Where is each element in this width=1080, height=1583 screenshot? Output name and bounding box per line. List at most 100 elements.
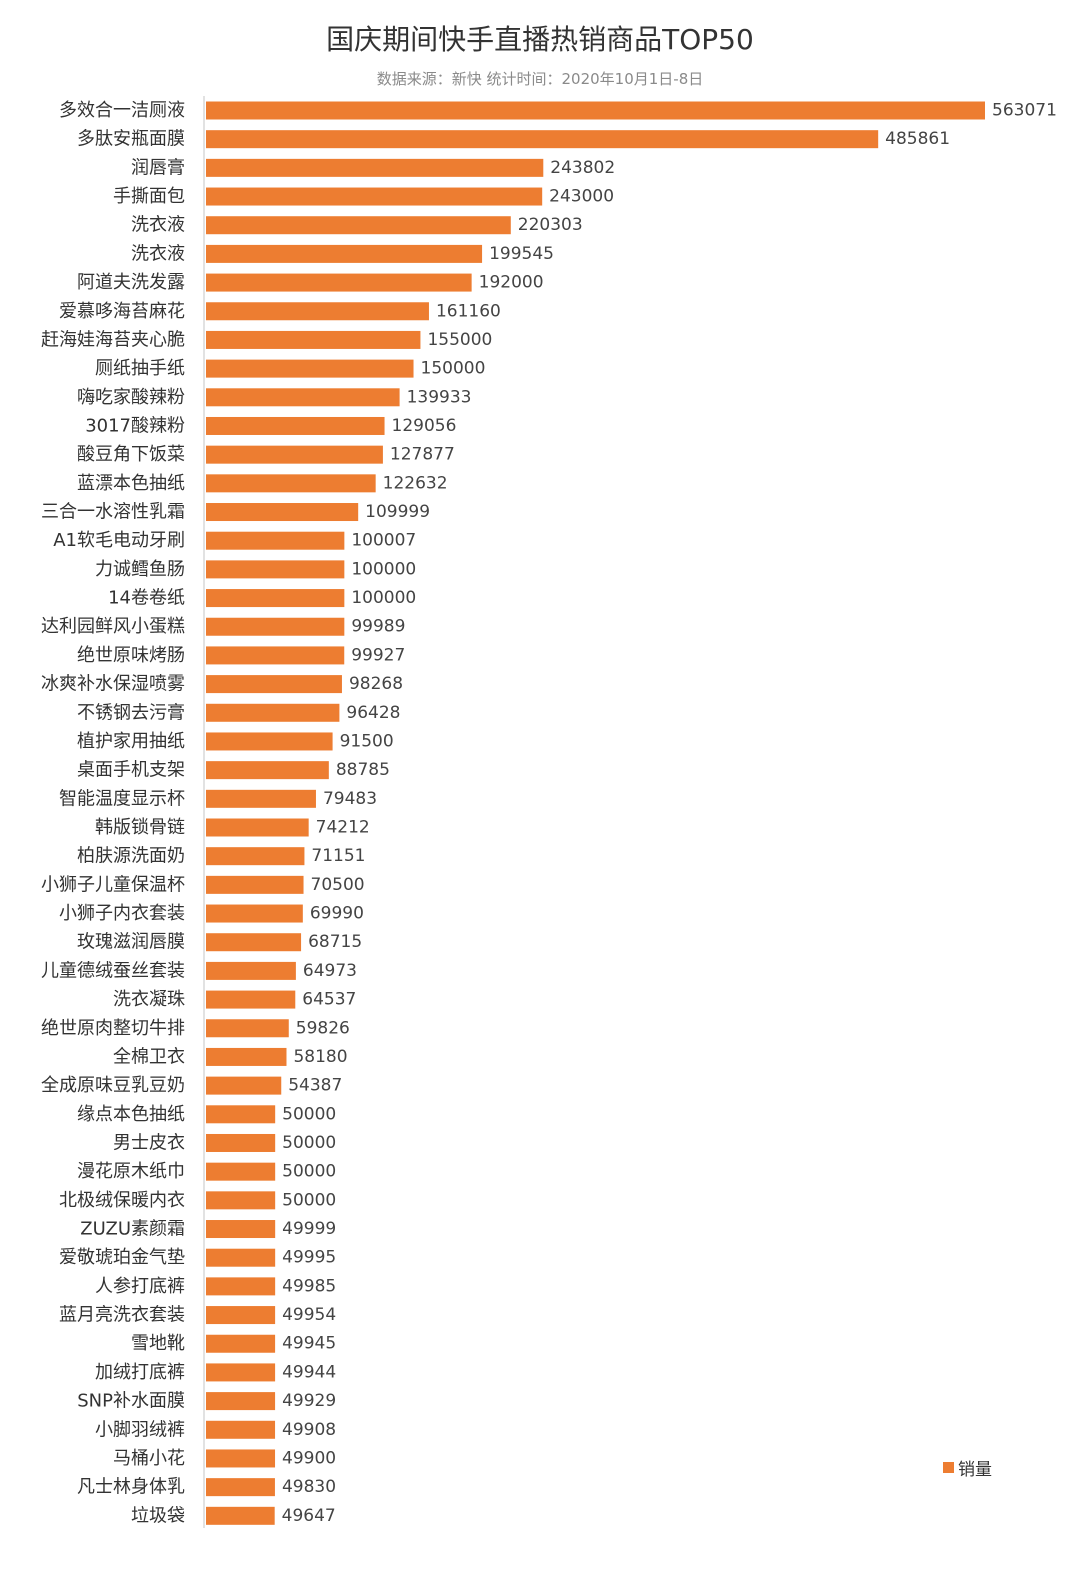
data-label: 485861	[885, 129, 950, 149]
category-label: 蓝月亮洗衣套装	[59, 1305, 185, 1326]
data-label: 91500	[340, 731, 394, 751]
data-label: 99989	[351, 617, 405, 637]
data-label: 98268	[349, 674, 403, 694]
data-label: 88785	[336, 760, 390, 780]
category-label: 韩版锁骨链	[95, 817, 185, 838]
bar	[206, 130, 879, 149]
category-label: 凡士林身体乳	[77, 1477, 185, 1498]
category-label: 儿童德绒蚕丝套装	[41, 960, 185, 981]
bar	[206, 1047, 287, 1066]
legend-label: 销量	[958, 1459, 992, 1480]
data-label: 64973	[303, 961, 357, 981]
bar	[206, 474, 376, 493]
bar	[206, 359, 414, 378]
bar	[206, 531, 345, 550]
category-label: 爱敬琥珀金气垫	[59, 1247, 185, 1268]
bar	[206, 904, 303, 923]
category-label: 智能温度显示杯	[59, 788, 185, 809]
bar	[206, 1392, 276, 1411]
bar	[206, 703, 340, 722]
category-label: 洗衣凝珠	[113, 989, 185, 1010]
bar	[206, 416, 385, 435]
data-label: 50000	[282, 1162, 336, 1182]
bar	[206, 101, 985, 120]
category-label: 14卷卷纸	[108, 588, 185, 609]
category-label: 马桶小花	[113, 1448, 185, 1469]
bar	[206, 503, 359, 522]
bar	[206, 1277, 276, 1296]
chart-subtitle: 数据来源：新快 统计时间：2020年10月1日-8日	[376, 70, 704, 88]
data-label: 199545	[489, 244, 554, 264]
category-label: 润唇膏	[131, 156, 185, 178]
data-label: 99927	[351, 645, 405, 665]
data-label: 129056	[392, 416, 457, 436]
bar	[206, 1133, 276, 1152]
category-label: 达利园鲜风小蛋糕	[41, 616, 185, 637]
data-label: 49908	[282, 1420, 336, 1440]
category-label: 冰爽补水保湿喷雾	[41, 674, 185, 695]
bar	[206, 1191, 276, 1210]
data-label: 49944	[282, 1362, 336, 1382]
category-label: 多效合一洁厕液	[59, 100, 185, 121]
data-label: 127877	[390, 445, 455, 465]
category-label: 赶海娃海苔夹心脆	[41, 329, 185, 350]
category-label: 爱慕哆海苔麻花	[59, 301, 185, 322]
category-label: 柏肤源洗面奶	[77, 846, 185, 867]
bar	[206, 158, 544, 177]
category-label: 加绒打底裤	[95, 1362, 185, 1383]
category-label: 阿道夫洗发露	[77, 272, 185, 293]
data-label: 59826	[296, 1018, 350, 1038]
category-label: 漫花原木纸巾	[77, 1161, 185, 1182]
data-label: 49985	[282, 1276, 336, 1296]
bar	[206, 933, 302, 952]
bar	[206, 330, 421, 349]
category-label: 多肽安瓶面膜	[77, 129, 185, 150]
data-label: 68715	[308, 932, 362, 952]
category-label: 力诚鳕鱼肠	[95, 559, 185, 580]
data-label: 50000	[282, 1133, 336, 1153]
bar	[206, 1019, 289, 1038]
data-label: 69990	[310, 904, 364, 924]
category-label: 厕纸抽手纸	[95, 358, 185, 379]
bar	[206, 302, 429, 321]
category-label: 雪地靴	[131, 1333, 185, 1354]
bar	[206, 1334, 276, 1353]
category-label: 不锈钢去污膏	[77, 701, 185, 723]
data-label: 96428	[346, 703, 400, 723]
data-label: 109999	[365, 502, 430, 522]
data-label: 49999	[282, 1219, 336, 1239]
data-label: 54387	[288, 1076, 342, 1096]
bar	[206, 1506, 275, 1525]
data-label: 122632	[383, 473, 448, 493]
category-label: 缘点本色抽纸	[77, 1104, 185, 1125]
bar	[206, 990, 296, 1009]
bar	[206, 560, 345, 579]
category-label: 小狮子内衣套装	[59, 903, 185, 924]
data-label: 100000	[351, 559, 416, 579]
data-label: 100000	[351, 588, 416, 608]
data-label: 192000	[479, 273, 544, 293]
bar	[206, 675, 342, 694]
category-label: 绝世原肉整切牛排	[41, 1018, 185, 1039]
data-label: 50000	[282, 1104, 336, 1124]
data-label: 70500	[311, 875, 365, 895]
category-label: 3017酸辣粉	[85, 415, 185, 436]
category-label: 绝世原味烤肠	[77, 645, 185, 666]
category-label: 手撕面包	[113, 186, 185, 207]
bar	[206, 617, 345, 636]
data-label: 49954	[282, 1305, 336, 1325]
data-label: 150000	[421, 359, 486, 379]
bar	[206, 589, 345, 608]
data-label: 243000	[549, 187, 614, 207]
data-label: 74212	[316, 818, 370, 838]
data-label: 161160	[436, 301, 501, 321]
category-label: 人参打底裤	[95, 1276, 185, 1297]
category-label: 洗衣液	[131, 243, 185, 264]
bar	[206, 216, 511, 235]
bar	[206, 847, 305, 866]
data-label: 139933	[407, 387, 472, 407]
bar	[206, 732, 333, 751]
category-label: 桌面手机支架	[77, 760, 185, 781]
bar	[206, 273, 472, 292]
